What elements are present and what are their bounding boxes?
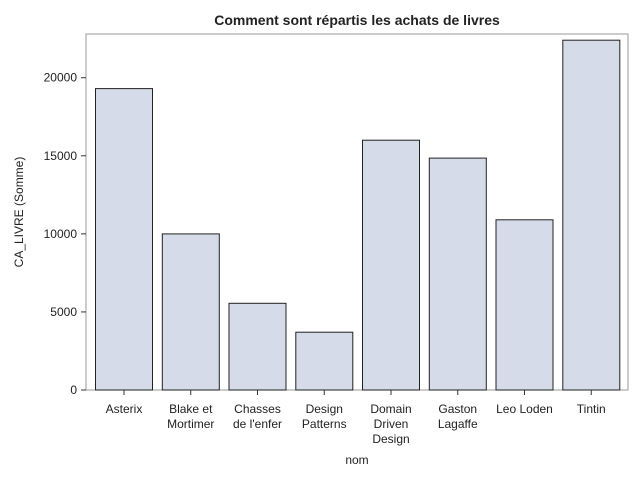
chart-title: Comment sont répartis les achats de livr…: [214, 12, 500, 28]
y-axis-ticks: 0 5000 10000 15000 20000: [44, 71, 86, 397]
bar: [562, 39, 621, 391]
x-tick-label: Gaston Lagaffe: [438, 402, 478, 431]
bar: [295, 331, 354, 391]
bar: [495, 219, 554, 391]
bar: [362, 139, 420, 391]
bar: [428, 157, 487, 391]
y-tick-label: 5000: [50, 305, 77, 319]
y-axis-label: CA_LIVRE (Somme): [12, 157, 26, 268]
y-tick-label: 0: [70, 383, 77, 397]
plot-area-frame: [85, 33, 629, 391]
x-tick-label: Asterix: [106, 402, 143, 416]
x-tick-label: Blake et Mortimer: [167, 402, 214, 431]
x-axis-label: nom: [345, 453, 368, 467]
y-tick-label: 20000: [44, 71, 78, 85]
x-axis-tick-labels: Asterix Blake et Mortimer Chasses de l'enfer…: [106, 390, 606, 446]
bars-layer: [95, 39, 621, 391]
y-tick-label: 10000: [44, 227, 78, 241]
y-tick-label: 15000: [44, 149, 78, 163]
x-tick-label: Tintin: [577, 402, 606, 416]
x-tick-label: Design Patterns: [302, 402, 347, 431]
x-tick-label: Chasses de l'enfer: [233, 402, 282, 431]
x-tick-label: Domain Driven Design: [370, 402, 411, 446]
bar: [161, 233, 220, 391]
bar: [228, 302, 287, 391]
x-tick-label: Leo Loden: [496, 402, 553, 416]
bar: [95, 88, 153, 391]
